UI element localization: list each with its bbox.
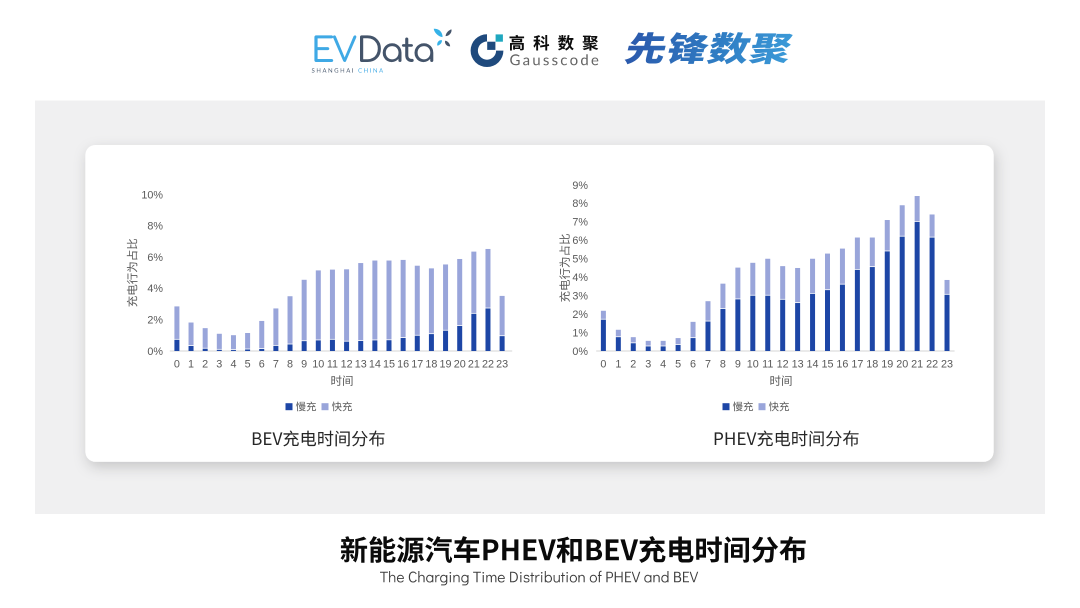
svg-text:3: 3: [645, 358, 651, 370]
svg-text:12: 12: [341, 358, 353, 370]
svg-text:18: 18: [425, 358, 437, 370]
svg-text:21: 21: [468, 358, 480, 370]
svg-text:9: 9: [735, 358, 741, 370]
svg-text:2: 2: [202, 358, 208, 370]
svg-text:4%: 4%: [572, 272, 588, 284]
svg-text:4: 4: [230, 358, 236, 370]
svg-text:8: 8: [287, 358, 293, 370]
svg-text:3%: 3%: [572, 290, 588, 302]
svg-text:11: 11: [327, 358, 338, 370]
svg-text:13: 13: [792, 358, 804, 370]
svg-text:15: 15: [821, 358, 833, 370]
svg-text:9%: 9%: [572, 180, 588, 192]
svg-text:23: 23: [941, 358, 953, 370]
svg-text:0: 0: [174, 358, 180, 370]
svg-text:12: 12: [777, 358, 789, 370]
svg-text:19: 19: [881, 358, 893, 370]
svg-text:19: 19: [440, 358, 452, 370]
svg-text:7: 7: [273, 358, 279, 370]
svg-text:6%: 6%: [147, 252, 163, 264]
svg-text:10: 10: [747, 358, 759, 370]
svg-text:14: 14: [369, 358, 381, 370]
svg-text:20: 20: [896, 358, 908, 370]
svg-text:8: 8: [720, 358, 726, 370]
svg-text:23: 23: [496, 358, 508, 370]
svg-text:5: 5: [245, 358, 251, 370]
svg-text:2%: 2%: [572, 309, 588, 321]
svg-text:2%: 2%: [147, 315, 163, 327]
svg-text:0: 0: [600, 358, 606, 370]
svg-text:20: 20: [454, 358, 466, 370]
svg-text:17: 17: [411, 358, 423, 370]
svg-text:8%: 8%: [147, 221, 163, 233]
svg-text:10: 10: [312, 358, 324, 370]
svg-text:8%: 8%: [572, 198, 588, 210]
svg-text:11: 11: [762, 358, 773, 370]
svg-text:1: 1: [188, 358, 194, 370]
svg-text:15: 15: [383, 358, 395, 370]
svg-text:18: 18: [866, 358, 878, 370]
svg-text:6%: 6%: [572, 235, 588, 247]
svg-text:2: 2: [630, 358, 636, 370]
svg-text:5%: 5%: [572, 254, 588, 266]
svg-text:4: 4: [660, 358, 666, 370]
svg-text:21: 21: [911, 358, 923, 370]
svg-text:3: 3: [216, 358, 222, 370]
svg-text:16: 16: [836, 358, 848, 370]
svg-text:6: 6: [690, 358, 696, 370]
svg-text:9: 9: [301, 358, 307, 370]
svg-text:10%: 10%: [141, 189, 163, 201]
svg-text:1: 1: [615, 358, 621, 370]
svg-text:22: 22: [482, 358, 494, 370]
svg-text:22: 22: [926, 358, 938, 370]
svg-text:5: 5: [675, 358, 681, 370]
svg-text:6: 6: [259, 358, 265, 370]
svg-text:13: 13: [355, 358, 367, 370]
svg-text:1%: 1%: [572, 327, 588, 339]
svg-text:0%: 0%: [572, 346, 588, 358]
svg-text:0%: 0%: [147, 346, 163, 358]
svg-text:7%: 7%: [572, 217, 588, 229]
svg-text:17: 17: [851, 358, 863, 370]
svg-text:4%: 4%: [147, 283, 163, 295]
svg-text:14: 14: [807, 358, 819, 370]
svg-text:16: 16: [397, 358, 409, 370]
svg-text:7: 7: [705, 358, 711, 370]
